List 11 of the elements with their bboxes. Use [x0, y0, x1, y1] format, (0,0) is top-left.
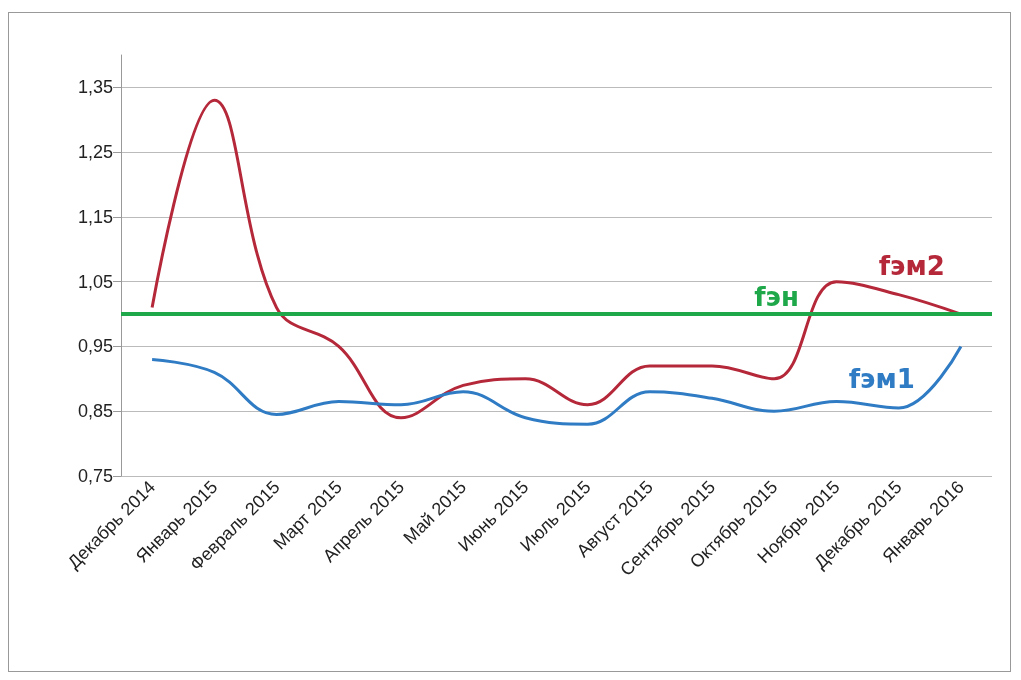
ref-line-label: fэн [754, 282, 799, 313]
y-tick-label: 1,05 [77, 271, 113, 292]
line-series [150, 344, 963, 426]
y-tick-label: 1,25 [77, 142, 113, 163]
y-tick-label: 0,85 [77, 401, 113, 422]
series-label: fэм1 [848, 363, 915, 394]
y-tick-label: 1,15 [77, 206, 113, 227]
y-tick-label: 1,35 [77, 77, 113, 98]
series-label: fэм2 [878, 250, 945, 281]
y-tick-label: 0,75 [77, 466, 113, 486]
y-tick-label: 0,95 [77, 336, 113, 357]
